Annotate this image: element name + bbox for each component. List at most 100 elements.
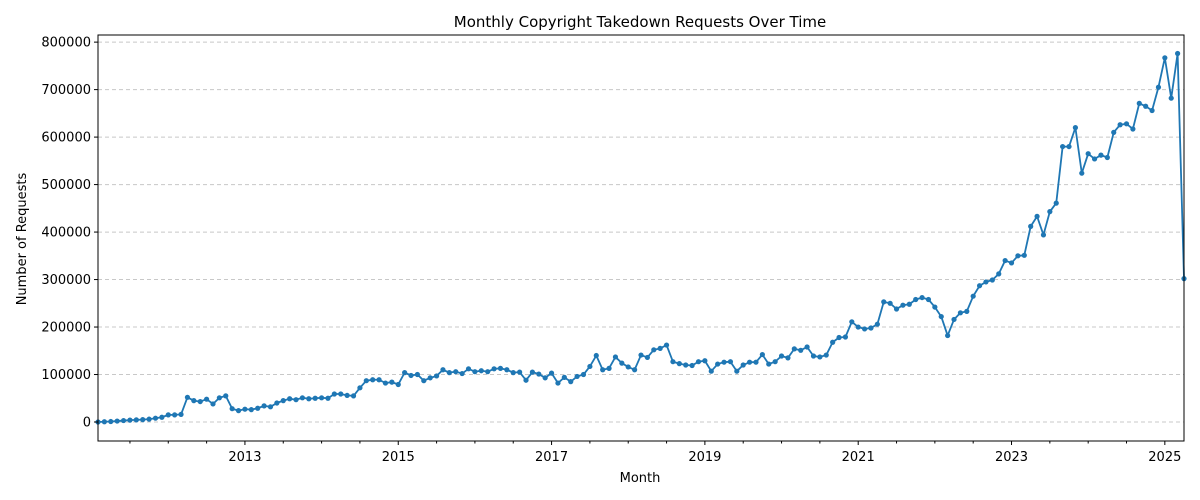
- data-point: [593, 352, 599, 359]
- data-point: [1168, 95, 1174, 101]
- data-point: [184, 394, 191, 400]
- data-point: [1111, 129, 1117, 135]
- data-point: [433, 373, 440, 379]
- data-point: [523, 377, 529, 383]
- data-point: [350, 393, 357, 399]
- x-tick-label: 2025: [1148, 450, 1181, 465]
- data-point: [235, 408, 242, 414]
- data-point: [970, 293, 976, 299]
- data-point: [363, 378, 369, 384]
- data-point: [548, 370, 555, 376]
- x-axis-label: Month: [620, 471, 661, 486]
- data-point: [446, 370, 452, 376]
- y-tick-label: 300000: [41, 273, 91, 288]
- data-point: [1136, 100, 1142, 106]
- data-point: [587, 363, 593, 370]
- data-point: [344, 392, 350, 399]
- data-point: [172, 412, 178, 418]
- data-point: [408, 372, 414, 379]
- data-point: [325, 395, 331, 401]
- data-point: [676, 361, 682, 367]
- y-tick-label: 200000: [41, 321, 91, 336]
- data-point: [1021, 252, 1027, 258]
- data-point: [945, 332, 951, 339]
- data-point: [881, 299, 887, 305]
- data-point: [216, 395, 222, 401]
- data-point: [734, 368, 740, 374]
- x-tick-label: 2023: [995, 450, 1028, 465]
- y-tick-label: 700000: [41, 83, 91, 98]
- data-point: [510, 370, 516, 376]
- data-point: [280, 398, 286, 404]
- data-point: [376, 377, 382, 383]
- data-point: [836, 334, 842, 341]
- data-point: [242, 406, 248, 412]
- data-point: [555, 380, 561, 386]
- data-point: [1002, 257, 1008, 264]
- data-point: [727, 359, 734, 365]
- data-point: [267, 404, 274, 410]
- data-point: [868, 325, 874, 331]
- series-layer: [95, 50, 1187, 425]
- data-point: [306, 396, 312, 402]
- data-point: [1072, 125, 1078, 131]
- data-point: [402, 370, 408, 376]
- x-tick-label: 2021: [842, 450, 875, 465]
- data-point: [759, 351, 765, 358]
- data-point: [146, 416, 152, 422]
- data-point: [753, 359, 759, 365]
- y-tick-label: 400000: [41, 226, 91, 241]
- data-point: [976, 283, 983, 289]
- data-point: [612, 354, 619, 360]
- data-point: [223, 393, 229, 399]
- data-point: [951, 316, 957, 323]
- data-point: [127, 417, 133, 423]
- data-point: [453, 369, 459, 375]
- data-point: [964, 308, 970, 314]
- data-point: [1040, 232, 1047, 238]
- data-point: [389, 379, 395, 385]
- x-tick-label: 2013: [228, 450, 261, 465]
- data-point: [798, 347, 804, 353]
- data-point: [983, 279, 989, 285]
- data-point: [465, 366, 472, 372]
- data-point: [261, 403, 267, 409]
- data-point: [497, 365, 504, 371]
- data-point: [120, 417, 127, 424]
- data-point: [1162, 55, 1168, 61]
- data-point: [957, 310, 964, 316]
- data-point: [133, 417, 139, 423]
- data-point: [1047, 209, 1053, 215]
- plot-frame: [97, 34, 1185, 442]
- data-point: [766, 361, 772, 367]
- data-point: [1175, 50, 1181, 57]
- data-point: [318, 395, 325, 401]
- data-point: [747, 359, 753, 365]
- data-point: [561, 374, 567, 380]
- data-point: [874, 321, 880, 327]
- data-point: [574, 373, 580, 380]
- data-point: [255, 405, 261, 411]
- data-point: [293, 397, 299, 403]
- data-point: [568, 379, 574, 385]
- data-point: [893, 306, 900, 312]
- data-point: [1123, 121, 1130, 127]
- data-point: [210, 401, 216, 407]
- data-point: [900, 302, 906, 308]
- data-point: [517, 369, 523, 375]
- data-point: [715, 361, 721, 367]
- data-point: [657, 345, 663, 351]
- data-point: [644, 354, 650, 361]
- data-point: [651, 347, 657, 353]
- data-point: [925, 296, 932, 303]
- x-tick-label: 2015: [382, 450, 415, 465]
- data-point: [1053, 200, 1059, 206]
- data-point: [248, 407, 254, 413]
- data-point: [1155, 84, 1162, 90]
- data-point: [191, 398, 197, 404]
- data-point: [1104, 154, 1110, 161]
- data-point: [721, 359, 727, 365]
- data-point: [472, 369, 478, 375]
- grid: [98, 41, 1184, 423]
- data-point: [580, 371, 587, 378]
